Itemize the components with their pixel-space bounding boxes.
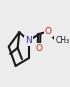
Text: O: O [45, 27, 52, 36]
Text: O: O [35, 44, 42, 53]
Text: N: N [25, 36, 32, 45]
Text: CH₃: CH₃ [56, 35, 70, 45]
